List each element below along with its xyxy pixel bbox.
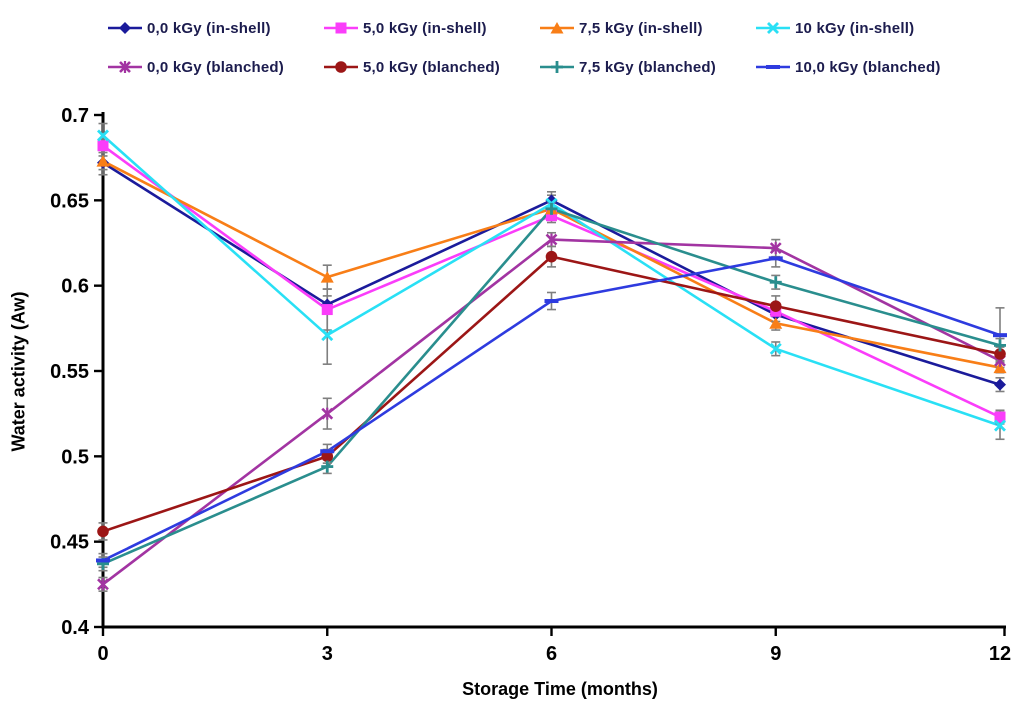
dash-marker xyxy=(320,449,335,454)
circle-marker xyxy=(97,525,109,538)
legend-star-icon xyxy=(108,61,142,73)
series-line xyxy=(102,134,1001,427)
circle-marker xyxy=(545,250,558,263)
triangle-marker xyxy=(320,271,334,283)
legend-label: 5,0 kGy (blanched) xyxy=(363,58,500,76)
circle-marker xyxy=(769,300,782,312)
legend-square-icon xyxy=(324,22,358,34)
legend-label: 7,5 kGy (blanched) xyxy=(579,58,716,76)
x-marker xyxy=(767,22,779,34)
dash-marker xyxy=(768,256,783,261)
y-tick-label: 0.5 xyxy=(61,446,89,468)
legend-dash-icon xyxy=(756,65,790,69)
y-tick-label: 0.4 xyxy=(61,617,90,639)
diamond-marker xyxy=(119,22,131,34)
dash-marker xyxy=(96,558,110,563)
x-marker xyxy=(994,419,1006,432)
legend-label: 10,0 kGy (blanched) xyxy=(795,58,941,76)
y-tick-label: 0.55 xyxy=(50,361,89,383)
dash-marker xyxy=(544,299,559,304)
x-marker xyxy=(97,129,109,142)
legend-triangle-icon xyxy=(540,22,574,34)
x-marker xyxy=(769,342,782,355)
legend-x-icon xyxy=(756,22,790,34)
legend-label: 0,0 kGy (in-shell) xyxy=(147,19,271,37)
square-marker xyxy=(546,210,557,222)
x-tick-label: 0 xyxy=(97,643,108,665)
x-axis-title: Storage Time (months) xyxy=(462,679,658,699)
square-marker xyxy=(97,140,109,152)
legend-plus-icon xyxy=(540,61,574,73)
x-marker xyxy=(321,329,334,342)
y-tick-label: 0.7 xyxy=(61,105,89,127)
triangle-marker xyxy=(769,317,783,329)
diamond-marker xyxy=(994,378,1006,391)
y-tick-label: 0.65 xyxy=(50,190,89,212)
diamond-marker xyxy=(545,194,558,207)
legend-item: 0,0 kGy (blanched) xyxy=(108,57,284,77)
legend-item: 10 kGy (in-shell) xyxy=(756,18,914,38)
series-line xyxy=(102,144,1001,419)
y-tick-label: 0.45 xyxy=(50,532,89,554)
y-tick-label: 0.6 xyxy=(61,276,89,298)
square-marker xyxy=(321,304,333,316)
legend-item: 10,0 kGy (blanched) xyxy=(756,57,941,77)
triangle-marker xyxy=(96,155,110,167)
legend-label: 7,5 kGy (in-shell) xyxy=(579,19,703,37)
series-line xyxy=(102,238,1001,586)
dash-marker xyxy=(766,65,780,69)
x-tick-label: 6 xyxy=(546,643,557,665)
legend-item: 7,5 kGy (in-shell) xyxy=(540,18,703,38)
legend-item: 5,0 kGy (in-shell) xyxy=(324,18,487,38)
legend-label: 10 kGy (in-shell) xyxy=(795,19,915,37)
legend-item: 5,0 kGy (blanched) xyxy=(324,57,500,77)
triangle-marker xyxy=(550,22,564,34)
square-marker xyxy=(335,22,347,34)
legend-label: 0,0 kGy (blanched) xyxy=(147,58,284,76)
legend-diamond-icon xyxy=(108,22,142,34)
square-marker xyxy=(994,411,1006,423)
dash-marker xyxy=(993,333,1007,338)
x-tick-label: 9 xyxy=(770,643,781,665)
x-tick-label: 12 xyxy=(989,643,1011,665)
triangle-marker xyxy=(993,361,1007,374)
legend-label: 5,0 kGy (in-shell) xyxy=(363,19,487,37)
y-axis-title: Water activity (Aw) xyxy=(8,291,29,452)
circle-marker xyxy=(994,348,1006,360)
chart-legend: 0,0 kGy (in-shell) 5,0 kGy (in-shell) 7,5 … xyxy=(0,0,1024,95)
legend-circle-icon xyxy=(324,61,358,73)
x-tick-label: 3 xyxy=(322,643,333,665)
legend-item: 0,0 kGy (in-shell) xyxy=(108,18,271,38)
legend-item: 7,5 kGy (blanched) xyxy=(540,57,716,77)
circle-marker xyxy=(335,61,347,73)
circle-marker xyxy=(321,450,334,463)
